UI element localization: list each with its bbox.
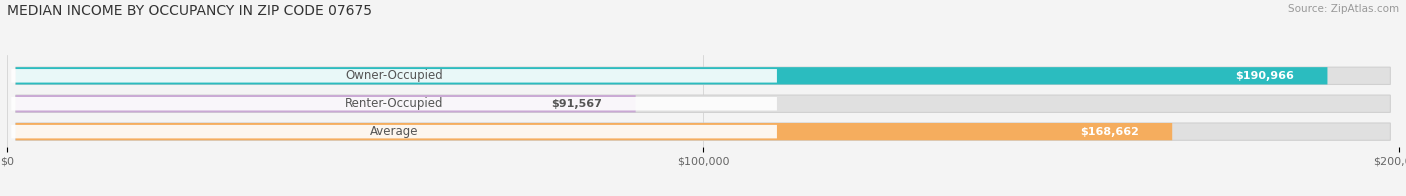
FancyBboxPatch shape — [15, 67, 1391, 84]
Text: Average: Average — [370, 125, 419, 138]
Text: Owner-Occupied: Owner-Occupied — [346, 69, 443, 82]
Text: Source: ZipAtlas.com: Source: ZipAtlas.com — [1288, 4, 1399, 14]
FancyBboxPatch shape — [11, 125, 778, 138]
FancyBboxPatch shape — [11, 97, 778, 111]
FancyBboxPatch shape — [15, 95, 1391, 112]
FancyBboxPatch shape — [11, 69, 778, 83]
Text: MEDIAN INCOME BY OCCUPANCY IN ZIP CODE 07675: MEDIAN INCOME BY OCCUPANCY IN ZIP CODE 0… — [7, 4, 373, 18]
Text: Renter-Occupied: Renter-Occupied — [344, 97, 443, 110]
FancyBboxPatch shape — [15, 123, 1173, 140]
Text: $91,567: $91,567 — [551, 99, 603, 109]
FancyBboxPatch shape — [15, 67, 1327, 84]
FancyBboxPatch shape — [15, 95, 636, 112]
Text: $168,662: $168,662 — [1080, 127, 1139, 137]
Text: $190,966: $190,966 — [1236, 71, 1295, 81]
FancyBboxPatch shape — [15, 123, 1391, 140]
